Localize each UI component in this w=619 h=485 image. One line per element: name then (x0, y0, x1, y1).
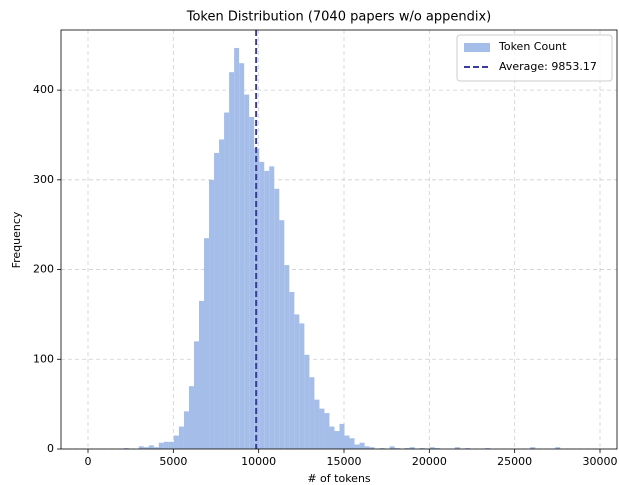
histogram-bar (234, 47, 240, 449)
histogram-bar (364, 446, 370, 449)
legend-box (456, 34, 613, 82)
x-tick-label: 5000 (159, 455, 187, 468)
histogram-bar (143, 447, 149, 449)
histogram-bar (354, 444, 360, 449)
histogram-bar (394, 448, 400, 449)
histogram-bar (389, 446, 395, 449)
histogram-bar (555, 447, 561, 449)
histogram-bar (168, 441, 174, 449)
legend: Token Count Average: 9853.17 (456, 34, 613, 82)
histogram-bar (199, 300, 205, 449)
y-axis-label: Frequency (10, 211, 23, 268)
chart-title: Token Distribution (7040 papers w/o appe… (186, 10, 492, 25)
histogram-bar (229, 72, 235, 450)
legend-label: Token Count (498, 40, 567, 53)
histogram-bar (204, 238, 210, 449)
histogram-bar (339, 423, 345, 449)
histogram-bar (279, 220, 285, 449)
x-tick-label: 0 (84, 455, 91, 468)
x-axis-label: # of tokens (307, 472, 371, 485)
histogram-bar (359, 442, 365, 449)
histogram-bar (314, 399, 320, 449)
histogram-bar (530, 447, 536, 449)
x-tick-label: 25000 (497, 455, 532, 468)
histogram-bar (419, 448, 425, 449)
histogram-bar (264, 170, 270, 449)
histogram-bar (163, 441, 169, 449)
x-tick-label: 10000 (241, 455, 276, 468)
histogram-bar (123, 448, 129, 449)
histogram-bar (334, 431, 340, 449)
histogram-bar (309, 377, 315, 449)
histogram-bar (294, 314, 300, 449)
histogram-bar (209, 179, 215, 449)
histogram-bar (219, 139, 225, 449)
histogram-bar (254, 148, 260, 449)
histogram-bar (319, 408, 325, 449)
histogram-bar (284, 265, 290, 449)
legend-swatch (464, 43, 490, 52)
histogram-bar (178, 426, 184, 449)
histogram-bar (329, 426, 335, 449)
histogram-bar (404, 448, 410, 449)
histogram-bar (153, 447, 159, 449)
histogram-bar (138, 446, 144, 449)
histogram-bar (188, 386, 194, 449)
histogram-bar (274, 188, 280, 449)
histogram-bar (299, 323, 305, 449)
x-tick-label: 20000 (412, 455, 447, 468)
histogram-bar (324, 413, 330, 449)
histogram-bar (249, 117, 255, 450)
histogram-bar (148, 445, 154, 449)
histogram-bar (369, 447, 375, 449)
histogram-bar (434, 448, 440, 449)
histogram-bar (349, 438, 355, 449)
histogram-bar (214, 152, 220, 449)
y-tick-label: 200 (33, 263, 54, 276)
plot-frame (60, 29, 618, 450)
histogram-bar (183, 411, 189, 449)
histogram-bar (379, 448, 385, 449)
histogram-bar (259, 161, 265, 449)
x-tick-label: 15000 (327, 455, 362, 468)
histogram-bar (409, 447, 415, 449)
y-tick-label: 300 (33, 173, 54, 186)
x-tick-label: 30000 (583, 455, 618, 468)
histogram-bar (464, 448, 470, 449)
legend-label: Average: 9853.17 (499, 60, 597, 73)
histogram-bar (304, 354, 310, 449)
histogram-bar (289, 291, 295, 449)
histogram-bar (158, 442, 164, 449)
histogram-bar (454, 447, 460, 449)
histogram-bar (485, 448, 491, 449)
y-tick-label: 400 (33, 83, 54, 96)
histogram-bar (224, 112, 230, 450)
histogram-bar (344, 435, 350, 449)
histogram-bar (239, 63, 245, 450)
histogram-bar (193, 341, 200, 449)
histogram-bar (429, 447, 435, 449)
y-tick-label: 100 (33, 352, 54, 365)
histogram-bar (244, 94, 250, 449)
histogram-bar (173, 435, 179, 449)
histogram-bar (269, 166, 275, 449)
y-tick-label: 0 (47, 442, 54, 455)
